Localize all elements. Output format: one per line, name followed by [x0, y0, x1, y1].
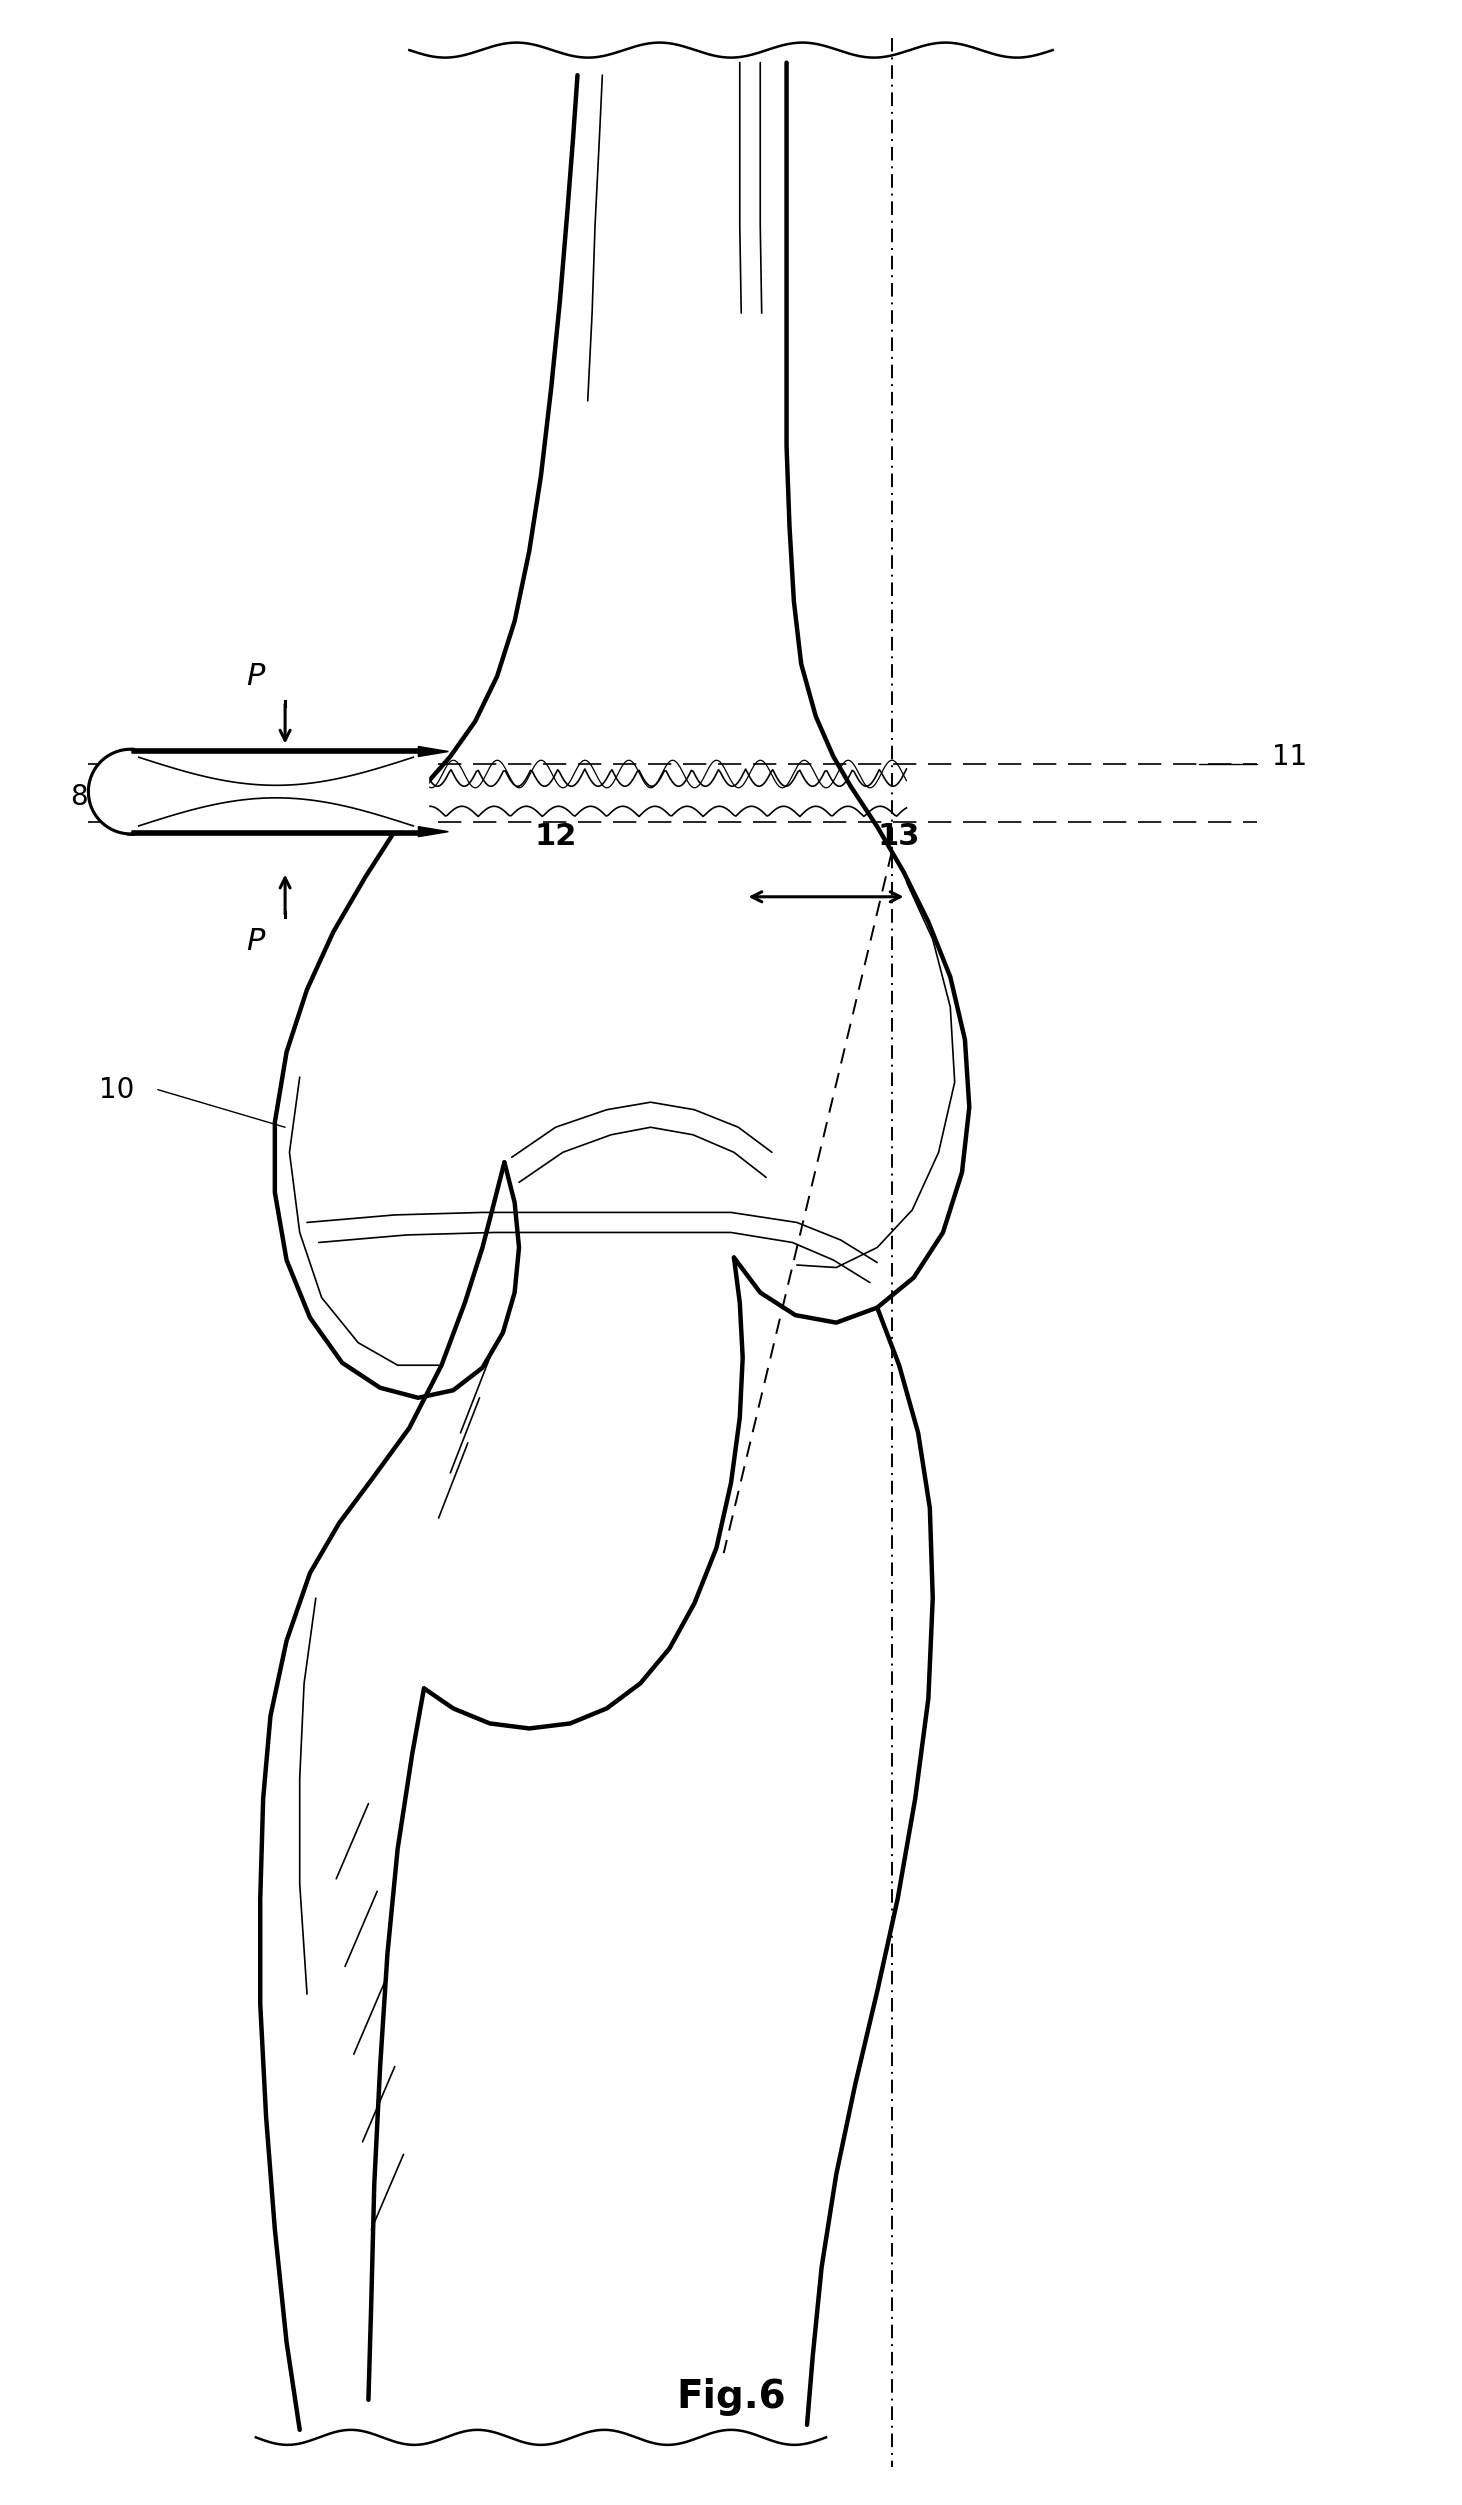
Text: 12: 12	[535, 822, 576, 852]
Polygon shape	[418, 827, 449, 837]
Text: P: P	[246, 927, 265, 957]
Text: 8: 8	[70, 782, 88, 812]
Text: Fig.6: Fig.6	[677, 2377, 785, 2417]
Text: 10: 10	[99, 1075, 135, 1105]
Text: 11: 11	[1272, 741, 1307, 772]
Polygon shape	[91, 752, 130, 832]
Text: 13: 13	[879, 822, 920, 852]
Polygon shape	[130, 754, 428, 829]
Text: P: P	[246, 661, 265, 691]
Polygon shape	[418, 746, 449, 757]
Text: 9: 9	[284, 782, 301, 812]
